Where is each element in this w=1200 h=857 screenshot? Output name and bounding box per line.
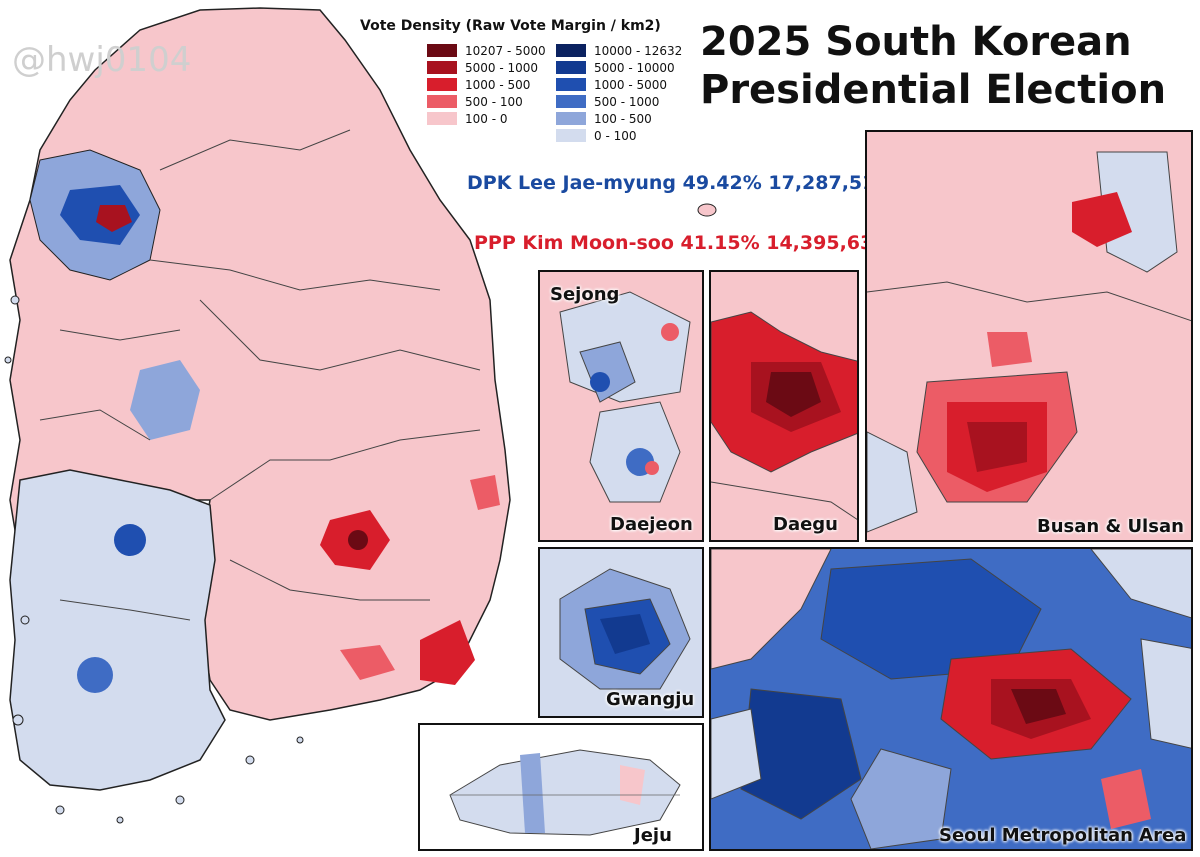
legend-swatch [556, 78, 586, 91]
inset-seoul-metro-map [711, 549, 1191, 849]
legend-item-blue-4: 500 - 1000 [556, 93, 682, 110]
inset-label-seoul-metro: Seoul Metropolitan Area [939, 825, 1187, 846]
map-gyeongnam-red [340, 645, 395, 680]
inset-busan-ulsan: Busan & Ulsan [865, 130, 1193, 542]
inset-daegu-map [711, 311, 857, 520]
legend-swatch [427, 112, 457, 125]
legend-swatch [556, 61, 586, 74]
legend-item-red-5: 100 - 0 [427, 110, 546, 127]
title-line-2: Presidential Election [700, 67, 1167, 113]
map-gwangju-blue [114, 524, 146, 556]
legend-swatch [556, 44, 586, 57]
inset-label-jeju: Jeju [634, 825, 672, 846]
inset-sejong-daejeon-map [559, 291, 691, 503]
legend-item-blue-5: 100 - 500 [556, 110, 682, 127]
legend-item-red-2: 5000 - 1000 [427, 59, 546, 76]
inset-jeju-map [449, 749, 681, 836]
page-title: 2025 South Korean Presidential Election [700, 18, 1170, 114]
map-jeonju-blue [77, 657, 113, 693]
inset-gwangju-map [559, 568, 691, 690]
map-boundaries [39, 129, 481, 621]
legend-item-red-4: 500 - 100 [427, 93, 546, 110]
map-blue-region [9, 469, 226, 791]
main-map [4, 7, 511, 824]
legend-item-red-1: 10207 - 5000 [427, 42, 546, 59]
map-seoul-core [96, 205, 132, 232]
candidate-dpk-result: DPK Lee Jae-myung 49.42% 17,287,513 [467, 172, 889, 194]
map-central-blue [130, 360, 200, 440]
ulleung-island [697, 203, 717, 217]
inset-label-busan-ulsan: Busan & Ulsan [1037, 516, 1184, 537]
inset-label-gwangju: Gwangju [606, 689, 695, 710]
legend-item-blue-3: 1000 - 5000 [556, 76, 682, 93]
legend-item-blue-6: 0 - 100 [556, 127, 682, 144]
inset-seoul-metro: Seoul Metropolitan Area [709, 547, 1193, 851]
inset-busan-ulsan-map [867, 151, 1191, 533]
legend-red-column: 10207 - 5000 5000 - 1000 1000 - 500 500 … [427, 42, 546, 127]
inset-daegu: Daegu [709, 270, 859, 542]
inset-gwangju: Gwangju [538, 547, 704, 718]
inset-jeju: Jeju [418, 723, 704, 851]
legend-swatch [427, 44, 457, 57]
legend-item-blue-1: 10000 - 12632 [556, 42, 682, 59]
inset-sejong-daejeon: Sejong Daejeon [538, 270, 704, 542]
legend-swatch [556, 112, 586, 125]
candidate-ppp-result: PPP Kim Moon-soo 41.15% 14,395,639 [474, 232, 887, 254]
map-daegu-core [348, 530, 368, 550]
legend-blue-column: 10000 - 12632 5000 - 10000 1000 - 5000 5… [556, 42, 682, 144]
inset-label-daegu: Daegu [773, 514, 838, 535]
legend-swatch [427, 95, 457, 108]
legend-swatch [556, 95, 586, 108]
map-pohang-red [470, 475, 500, 510]
title-line-1: 2025 South Korean [700, 19, 1132, 65]
inset-label-daejeon: Daejeon [610, 514, 693, 535]
legend-item-blue-2: 5000 - 10000 [556, 59, 682, 76]
map-coastal-islands [4, 295, 304, 824]
legend-item-red-3: 1000 - 500 [427, 76, 546, 93]
legend-title: Vote Density (Raw Vote Margin / km2) [360, 18, 661, 34]
legend-swatch [427, 78, 457, 91]
legend-swatch [556, 129, 586, 142]
watermark: @hwj0104 [12, 40, 192, 80]
legend-swatch [427, 61, 457, 74]
map-busan-red [420, 620, 475, 685]
inset-label-sejong: Sejong [550, 284, 620, 305]
